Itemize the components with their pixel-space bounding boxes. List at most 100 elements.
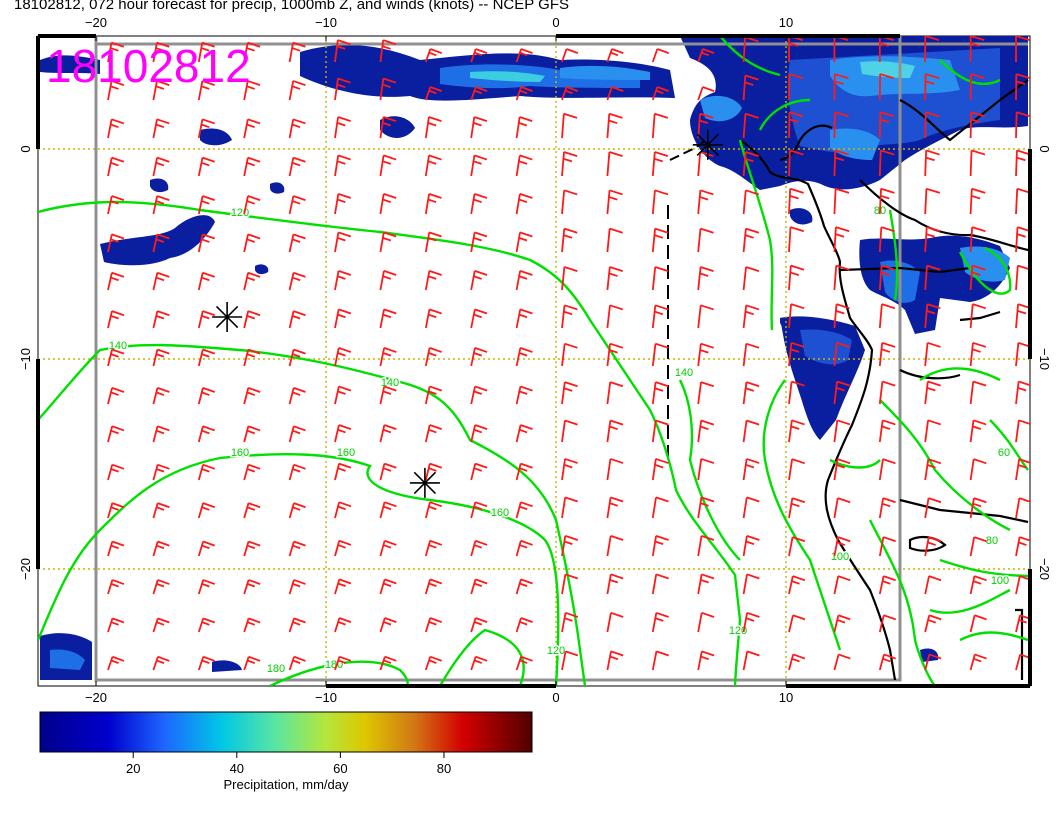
- wind-barb: [1015, 458, 1030, 481]
- wind-barb: [470, 424, 488, 443]
- wind-barb: [924, 614, 942, 633]
- wind-barb: [379, 501, 397, 519]
- wind-barb: [878, 226, 895, 253]
- wind-barb: [515, 501, 533, 519]
- wind-barb: [606, 189, 623, 215]
- wind-barb: [969, 575, 987, 595]
- wind-barb: [969, 111, 986, 139]
- wind-barb: [606, 227, 623, 253]
- contour-label: 160: [337, 447, 355, 459]
- wind-barb: [243, 195, 261, 215]
- wind-barb: [651, 227, 669, 253]
- wind-barb: [107, 387, 125, 405]
- wind-barb: [697, 496, 715, 519]
- wind-barb: [515, 154, 533, 177]
- wind-barb: [924, 226, 941, 253]
- wind-barb: [606, 266, 624, 291]
- wind-barb: [152, 655, 170, 671]
- wind-barb: [833, 303, 850, 329]
- wind-barb: [788, 73, 804, 101]
- wind-barb: [197, 463, 216, 481]
- wind-barb: [833, 73, 849, 101]
- wind-barb: [1015, 380, 1030, 405]
- wind-barb: [379, 539, 397, 557]
- wind-barb: [969, 380, 987, 405]
- wind-barb: [470, 617, 488, 633]
- wind-barb: [878, 536, 896, 557]
- wind-barb: [107, 41, 125, 63]
- wind-barb: [379, 270, 397, 291]
- wind-barb: [651, 458, 669, 481]
- wind-barb: [606, 112, 623, 139]
- wind-barb: [788, 187, 804, 215]
- wind-barb: [197, 310, 216, 329]
- wind-barb: [969, 341, 987, 367]
- wind-barb: [924, 419, 942, 443]
- wind-barb: [334, 578, 352, 595]
- wind-barb: [697, 573, 715, 595]
- wind-barb: [924, 264, 941, 291]
- wind-barb: [924, 149, 940, 177]
- wind-barb: [424, 385, 442, 405]
- wind-barb: [878, 111, 895, 139]
- wind-barb: [561, 573, 579, 595]
- wind-barb: [288, 195, 306, 215]
- x-tick-bottom: 10: [779, 690, 793, 705]
- wind-barb: [742, 342, 760, 367]
- wind-barb: [1015, 419, 1030, 443]
- wind-barb: [788, 380, 805, 405]
- wind-barb: [651, 496, 669, 519]
- wind-barb: [424, 424, 443, 443]
- wind-barb: [969, 187, 986, 215]
- wind-barb: [334, 116, 351, 139]
- wind-barb: [561, 650, 579, 671]
- wind-barb: [424, 501, 443, 519]
- wind-barb: [788, 419, 805, 443]
- wind-barb: [833, 536, 851, 557]
- wind-barb: [107, 80, 125, 101]
- wind-barb: [1015, 497, 1030, 519]
- wind-barb: [833, 341, 850, 367]
- colorbar-tick-label: 20: [126, 761, 140, 776]
- wind-barb: [878, 614, 897, 633]
- wind-barb: [288, 118, 306, 139]
- wind-barb: [197, 540, 216, 557]
- wind-barb: [697, 534, 715, 557]
- wind-barb: [424, 193, 442, 215]
- wind-barb: [334, 154, 351, 177]
- wind-barb: [334, 193, 352, 215]
- wind-barb: [334, 77, 351, 101]
- wind-barb: [878, 653, 897, 671]
- wind-barb: [424, 308, 442, 329]
- wind-barb: [742, 151, 759, 177]
- wind-barb: [334, 424, 352, 443]
- wind-barb: [243, 425, 261, 443]
- wind-barb: [424, 539, 443, 557]
- wind-barb: [515, 193, 533, 215]
- wind-barb: [470, 347, 488, 367]
- wind-barb: [561, 227, 578, 253]
- wind-barb: [424, 231, 442, 253]
- wind-barb: [969, 226, 986, 253]
- wind-barb: [243, 118, 261, 139]
- wind-barb: [424, 655, 443, 671]
- wind-barb: [379, 77, 397, 101]
- wind-barb: [924, 111, 940, 139]
- wind-barb: [651, 48, 670, 63]
- wind-barb: [152, 80, 170, 101]
- wind-barb: [561, 266, 578, 291]
- wind-barb: [742, 573, 760, 595]
- contour-label: 160: [231, 447, 249, 459]
- wind-barb: [924, 458, 942, 481]
- wind-barb: [969, 303, 987, 329]
- wind-barb: [288, 41, 306, 63]
- wind-barb: [515, 86, 533, 101]
- wind-barb: [606, 419, 624, 443]
- wind-barb: [107, 156, 125, 177]
- wind-barb: [515, 462, 533, 481]
- wind-barb: [606, 458, 624, 481]
- wind-barb: [606, 342, 624, 367]
- contour-label: 120: [231, 207, 249, 219]
- wind-barb: [288, 502, 306, 519]
